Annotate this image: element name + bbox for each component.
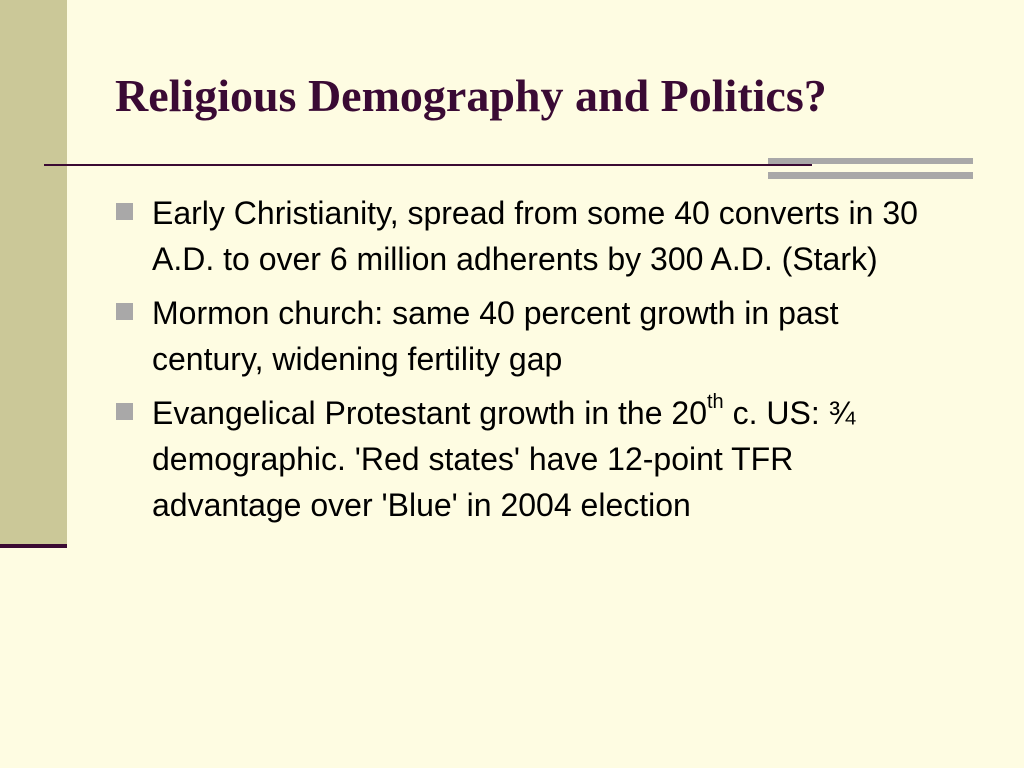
slide-title: Religious Demography and Politics? bbox=[115, 70, 827, 121]
ordinal-superscript: th bbox=[707, 391, 724, 414]
bullet-item-evangelical-growth: Evangelical Protestant growth in the 20t… bbox=[113, 390, 933, 528]
title-accent-bar-bottom bbox=[768, 172, 973, 179]
bullet-item-mormon-church: Mormon church: same 40 percent growth in… bbox=[113, 290, 933, 382]
bullet-text-part: Evangelical Protestant growth in the 20 bbox=[152, 395, 707, 431]
bullet-item-early-christianity: Early Christianity, spread from some 40 … bbox=[113, 190, 933, 282]
left-band-rule bbox=[0, 544, 67, 548]
bullet-text-part: c. US: ¾ demographic. 'Red states' have … bbox=[152, 395, 856, 523]
left-decorative-band bbox=[0, 0, 67, 545]
square-bullet-icon bbox=[116, 303, 133, 320]
bullet-text: Evangelical Protestant growth in the 20t… bbox=[152, 392, 856, 523]
square-bullet-icon bbox=[116, 203, 133, 220]
square-bullet-icon bbox=[116, 403, 133, 420]
bullet-text: Early Christianity, spread from some 40 … bbox=[152, 195, 918, 277]
bullet-text: Mormon church: same 40 percent growth in… bbox=[152, 295, 839, 377]
title-accent-bar-top bbox=[768, 158, 973, 164]
title-underline-rule bbox=[44, 164, 812, 166]
bullet-list: Early Christianity, spread from some 40 … bbox=[113, 190, 933, 536]
